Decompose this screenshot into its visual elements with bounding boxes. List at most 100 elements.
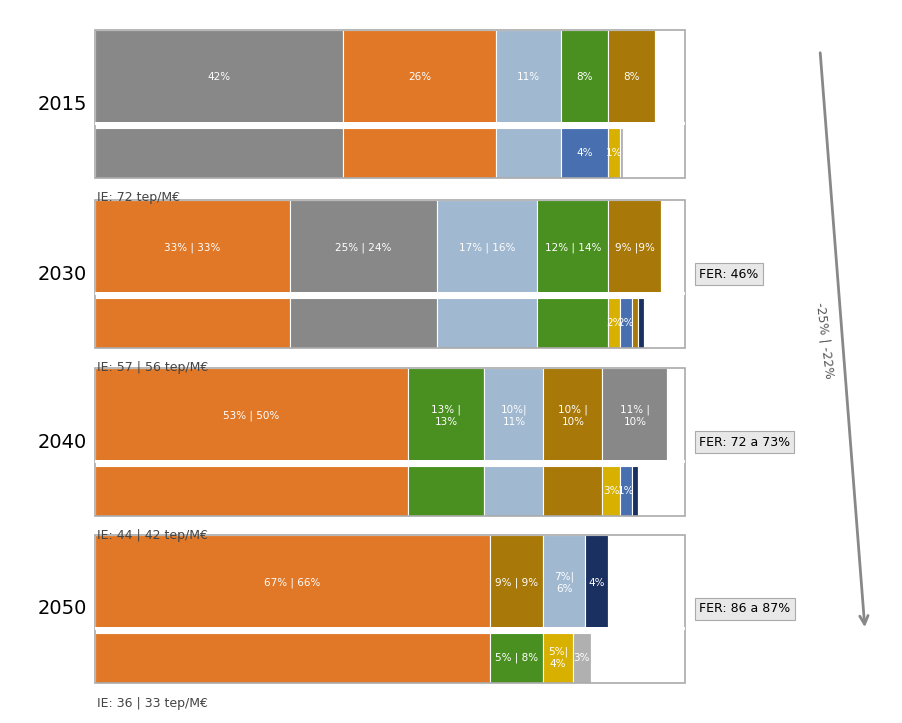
Text: -25% | -22%: -25% | -22% [813,301,834,379]
Text: FER: 46%: FER: 46% [698,268,758,281]
Text: 2030: 2030 [38,265,87,283]
Bar [95,200,685,348]
Bar [543,633,572,683]
Bar [95,535,490,630]
Text: IE: 36 | 33 tep/M€: IE: 36 | 33 tep/M€ [97,696,207,709]
Bar [543,466,602,516]
Text: 9% |9%: 9% |9% [614,242,654,253]
Bar [660,200,685,295]
Bar [590,633,685,683]
Text: 9% | 9%: 9% | 9% [494,577,538,588]
Text: 26%: 26% [408,72,430,82]
Text: 7%|
6%: 7%| 6% [553,571,574,594]
Text: 1%: 1% [617,486,633,496]
Bar [95,368,407,463]
Bar [537,200,608,295]
Bar [608,298,620,348]
Bar [407,368,483,463]
Bar [572,633,590,683]
Text: FER: 72 a 73%: FER: 72 a 73% [698,435,789,448]
Bar [537,298,608,348]
Bar [490,633,543,683]
Bar [95,122,685,125]
Bar [343,30,496,125]
Bar [602,466,620,516]
Bar [543,368,602,463]
Bar [602,368,667,463]
Bar [622,128,685,178]
Bar [620,298,631,348]
Bar [437,200,537,295]
Text: 4%: 4% [587,578,604,588]
Bar [620,128,622,178]
Bar [95,535,685,683]
Bar [637,298,643,348]
Bar [496,128,560,178]
Bar [608,535,685,630]
Bar [95,128,343,178]
Bar [95,298,290,348]
Text: 2050: 2050 [38,599,87,618]
Bar [560,128,608,178]
Bar [343,128,496,178]
Bar [95,292,685,295]
Bar [608,200,660,295]
Bar [643,298,685,348]
Text: 5%|
4%: 5%| 4% [548,646,567,669]
Text: 3%: 3% [603,486,619,496]
Text: 2%: 2% [605,318,621,328]
Text: 67% | 66%: 67% | 66% [264,577,320,588]
Bar [95,633,490,683]
Text: 33% | 33%: 33% | 33% [164,242,220,253]
Bar [95,460,685,463]
Text: 2040: 2040 [38,432,87,451]
Text: 8%: 8% [623,72,640,82]
Text: 13% |
13%: 13% | 13% [430,404,461,427]
Bar [95,200,290,295]
Bar [483,368,543,463]
Text: FER: 86 a 87%: FER: 86 a 87% [698,602,789,615]
Bar [95,368,685,516]
Bar [290,200,437,295]
Bar [490,535,543,630]
Text: 17% | 16%: 17% | 16% [458,242,515,253]
Text: IE: 44 | 42 tep/M€: IE: 44 | 42 tep/M€ [97,529,207,542]
Text: 10% |
10%: 10% | 10% [557,404,587,427]
Bar [290,298,437,348]
Text: IE: 57 | 56 tep/M€: IE: 57 | 56 tep/M€ [97,362,208,375]
Text: 53% | 50%: 53% | 50% [223,410,279,421]
Text: 5% | 8%: 5% | 8% [494,653,538,663]
Bar [637,466,685,516]
Text: 1%: 1% [605,148,621,158]
Bar [437,298,537,348]
Text: 4%: 4% [575,148,593,158]
Bar [620,466,631,516]
Text: 11%: 11% [517,72,539,82]
Bar [95,30,685,178]
Text: 25% | 24%: 25% | 24% [335,242,391,253]
Bar [560,30,608,125]
Text: 3%: 3% [573,653,589,663]
Text: 11% |
10%: 11% | 10% [619,404,649,427]
Text: IE: 72 tep/M€: IE: 72 tep/M€ [97,192,179,205]
Bar [655,30,685,125]
Bar [608,30,655,125]
Bar [631,298,637,348]
Bar [608,128,620,178]
Text: 2%: 2% [617,318,633,328]
Text: 2015: 2015 [38,95,87,114]
Bar [667,368,685,463]
Bar [483,466,543,516]
Bar [407,466,483,516]
Bar [631,466,637,516]
Text: 8%: 8% [575,72,593,82]
Text: 12% | 14%: 12% | 14% [544,242,601,253]
Bar [543,535,584,630]
Bar [95,627,685,630]
Bar [496,30,560,125]
Text: 42%: 42% [207,72,230,82]
Bar [95,466,407,516]
Bar [95,30,343,125]
Bar [584,535,608,630]
Text: 10%|
11%: 10%| 11% [500,404,527,427]
